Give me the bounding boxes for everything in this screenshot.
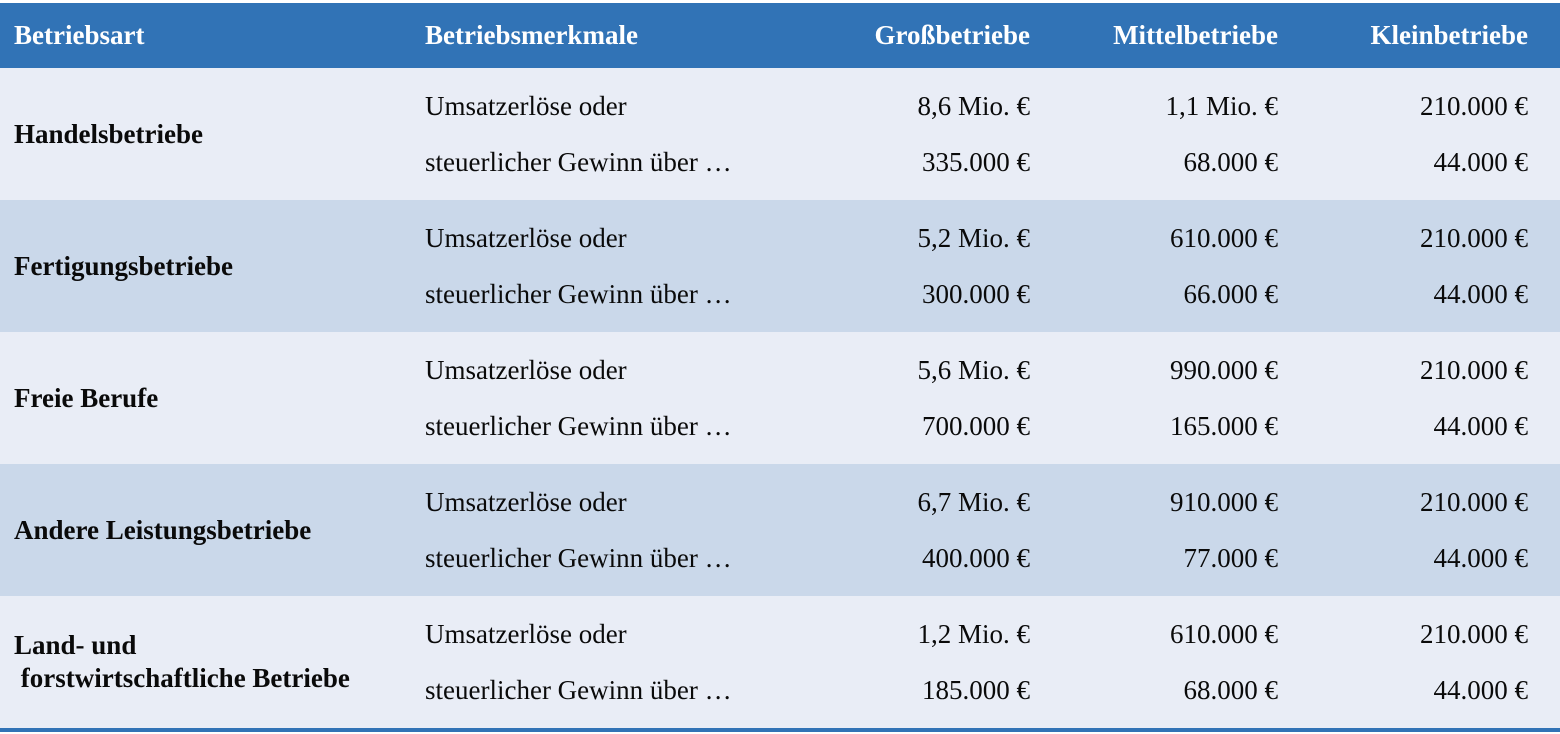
value-gewinn: 68.000 €: [1183, 675, 1279, 705]
kleinbetriebe-cell: 210.000 € 44.000 €: [1278, 332, 1528, 464]
value-gewinn: 44.000 €: [1433, 279, 1529, 309]
value-gewinn: 300.000 €: [922, 279, 1030, 309]
betriebsart-cell: Andere Leistungsbetriebe: [14, 514, 312, 545]
betriebsart-cell: Land- und forstwirtschaftliche Betriebe: [14, 630, 350, 693]
value-gewinn: 44.000 €: [1433, 147, 1529, 177]
merkmal-line: steuerlicher Gewinn über …: [425, 279, 732, 309]
merkmal-line: steuerlicher Gewinn über …: [425, 147, 732, 177]
betriebsgroessen-table: Betriebsart Betriebsmerkmale Großbetrieb…: [0, 3, 1560, 734]
table-row-fertigungsbetriebe: Fertigungsbetriebe Umsatzerlöse oder ste…: [0, 200, 1560, 332]
kleinbetriebe-cell: 210.000 € 44.000 €: [1278, 200, 1528, 332]
value-gewinn: 400.000 €: [922, 543, 1030, 573]
value-umsatz: 210.000 €: [1420, 91, 1528, 121]
value-gewinn: 77.000 €: [1183, 543, 1279, 573]
value-umsatz: 210.000 €: [1420, 355, 1528, 385]
value-gewinn: 335.000 €: [922, 147, 1030, 177]
value-gewinn: 185.000 €: [922, 675, 1030, 705]
mittelbetriebe-cell: 610.000 € 66.000 €: [1030, 200, 1278, 332]
value-gewinn: 700.000 €: [922, 411, 1030, 441]
merkmal-line: steuerlicher Gewinn über …: [425, 411, 732, 441]
mittelbetriebe-cell: 610.000 € 68.000 €: [1030, 596, 1278, 728]
header-betriebsmerkmale: Betriebsmerkmale: [425, 20, 638, 50]
merkmal-line: steuerlicher Gewinn über …: [425, 543, 732, 573]
value-umsatz: 210.000 €: [1420, 619, 1528, 649]
bottom-margin: [0, 732, 1560, 734]
value-umsatz: 1,1 Mio. €: [1165, 91, 1278, 121]
betriebsart-cell: Handelsbetriebe: [14, 118, 203, 149]
table-header-row: Betriebsart Betriebsmerkmale Großbetrieb…: [0, 3, 1560, 68]
value-gewinn: 44.000 €: [1433, 675, 1529, 705]
value-umsatz: 5,2 Mio. €: [917, 223, 1030, 253]
value-umsatz: 990.000 €: [1170, 355, 1278, 385]
value-umsatz: 5,6 Mio. €: [917, 355, 1030, 385]
header-kleinbetriebe: Kleinbetriebe: [1370, 20, 1528, 50]
grossbetriebe-cell: 1,2 Mio. € 185.000 €: [780, 596, 1030, 728]
kleinbetriebe-cell: 210.000 € 44.000 €: [1278, 68, 1528, 200]
value-umsatz: 6,7 Mio. €: [917, 487, 1030, 517]
value-gewinn: 165.000 €: [1170, 411, 1278, 441]
merkmale-cell: Umsatzerlöse oder steuerlicher Gewinn üb…: [410, 200, 780, 332]
value-umsatz: 210.000 €: [1420, 487, 1528, 517]
mittelbetriebe-cell: 910.000 € 77.000 €: [1030, 464, 1278, 596]
value-gewinn: 68.000 €: [1183, 147, 1279, 177]
merkmale-cell: Umsatzerlöse oder steuerlicher Gewinn üb…: [410, 332, 780, 464]
kleinbetriebe-cell: 210.000 € 44.000 €: [1278, 464, 1528, 596]
merkmal-line: Umsatzerlöse oder: [425, 223, 627, 253]
value-gewinn: 66.000 €: [1183, 279, 1279, 309]
kleinbetriebe-cell: 210.000 € 44.000 €: [1278, 596, 1528, 728]
grossbetriebe-cell: 8,6 Mio. € 335.000 €: [780, 68, 1030, 200]
grossbetriebe-cell: 5,6 Mio. € 700.000 €: [780, 332, 1030, 464]
merkmale-cell: Umsatzerlöse oder steuerlicher Gewinn üb…: [410, 464, 780, 596]
value-gewinn: 44.000 €: [1433, 411, 1529, 441]
value-umsatz: 1,2 Mio. €: [917, 619, 1030, 649]
merkmale-cell: Umsatzerlöse oder steuerlicher Gewinn üb…: [410, 68, 780, 200]
mittelbetriebe-cell: 990.000 € 165.000 €: [1030, 332, 1278, 464]
table-row-handelsbetriebe: Handelsbetriebe Umsatzerlöse oder steuer…: [0, 68, 1560, 200]
mittelbetriebe-cell: 1,1 Mio. € 68.000 €: [1030, 68, 1278, 200]
value-umsatz: 610.000 €: [1170, 223, 1278, 253]
header-betriebsart: Betriebsart: [14, 20, 145, 50]
betriebsart-cell: Freie Berufe: [14, 382, 159, 413]
table-row-freie-berufe: Freie Berufe Umsatzerlöse oder steuerlic…: [0, 332, 1560, 464]
header-grossbetriebe: Großbetriebe: [874, 20, 1030, 50]
value-umsatz: 910.000 €: [1170, 487, 1278, 517]
merkmale-cell: Umsatzerlöse oder steuerlicher Gewinn üb…: [410, 596, 780, 728]
merkmal-line: Umsatzerlöse oder: [425, 487, 627, 517]
grossbetriebe-cell: 6,7 Mio. € 400.000 €: [780, 464, 1030, 596]
merkmal-line: Umsatzerlöse oder: [425, 91, 627, 121]
top-margin: [0, 0, 1560, 3]
merkmal-line: steuerlicher Gewinn über …: [425, 675, 732, 705]
table-row-land-forstwirtschaft: Land- und forstwirtschaftliche Betriebe …: [0, 596, 1560, 728]
merkmal-line: Umsatzerlöse oder: [425, 355, 627, 385]
table-row-andere-leistungsbetriebe: Andere Leistungsbetriebe Umsatzerlöse od…: [0, 464, 1560, 596]
table-bottom-border: [0, 728, 1560, 732]
merkmal-line: Umsatzerlöse oder: [425, 619, 627, 649]
value-gewinn: 44.000 €: [1433, 543, 1529, 573]
value-umsatz: 8,6 Mio. €: [917, 91, 1030, 121]
value-umsatz: 610.000 €: [1170, 619, 1278, 649]
header-mittelbetriebe: Mittelbetriebe: [1113, 20, 1278, 50]
betriebsart-cell: Fertigungsbetriebe: [14, 250, 233, 281]
grossbetriebe-cell: 5,2 Mio. € 300.000 €: [780, 200, 1030, 332]
value-umsatz: 210.000 €: [1420, 223, 1528, 253]
